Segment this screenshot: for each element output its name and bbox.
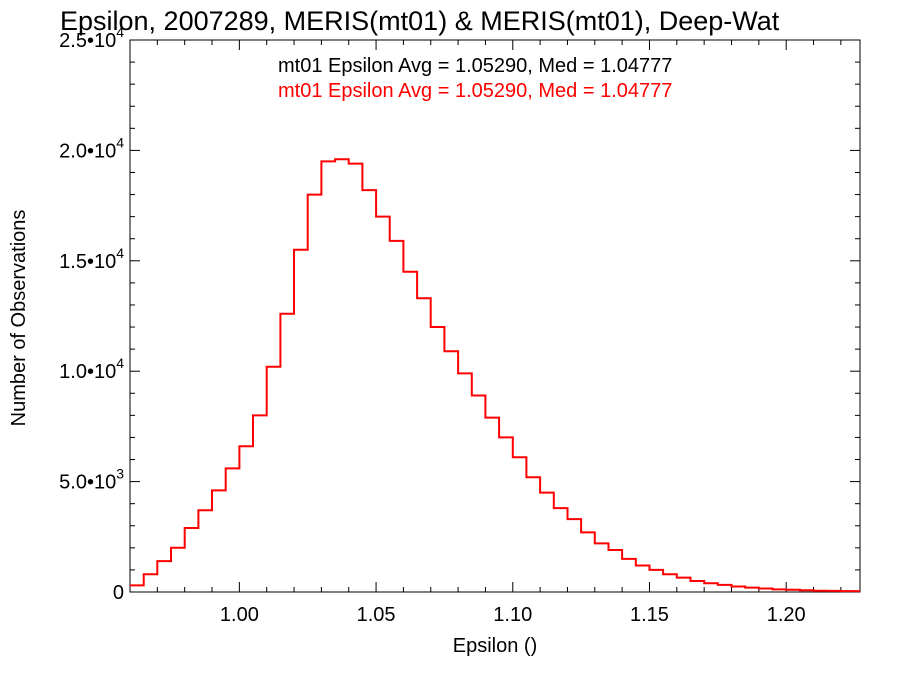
chart-title: Epsilon, 2007289, MERIS(mt01) & MERIS(mt… xyxy=(60,6,780,36)
annotation-black: mt01 Epsilon Avg = 1.05290, Med = 1.0477… xyxy=(278,55,672,77)
annotation-red: mt01 Epsilon Avg = 1.05290, Med = 1.0477… xyxy=(278,80,672,102)
x-tick-label: 1.10 xyxy=(493,604,532,626)
y-tick-label: 2.5•104 xyxy=(59,24,124,52)
y-tick-label: 1.5•104 xyxy=(59,245,124,273)
x-tick-label: 1.20 xyxy=(767,604,806,626)
x-axis-label: Epsilon () xyxy=(453,635,537,657)
y-tick-label: 0 xyxy=(113,582,124,604)
x-tick-label: 1.00 xyxy=(220,604,259,626)
histogram-series xyxy=(130,158,860,593)
annotation-group: mt01 Epsilon Avg = 1.05290, Med = 1.0477… xyxy=(278,55,672,102)
x-tick-label: 1.15 xyxy=(630,604,669,626)
plot-area: 1.00 1.05 1.10 1.15 1.20 0 5.0•103 1.0•104 1.5•1… xyxy=(59,24,861,626)
y-tick-label: 5.0•103 xyxy=(59,466,124,494)
plot-frame xyxy=(129,39,861,593)
y-tick-label: 1.0•104 xyxy=(59,355,124,383)
y-tick-label: 2.0•104 xyxy=(59,134,124,162)
y-axis-label: Number of Observations xyxy=(8,210,30,427)
x-tick-label: 1.05 xyxy=(357,604,396,626)
